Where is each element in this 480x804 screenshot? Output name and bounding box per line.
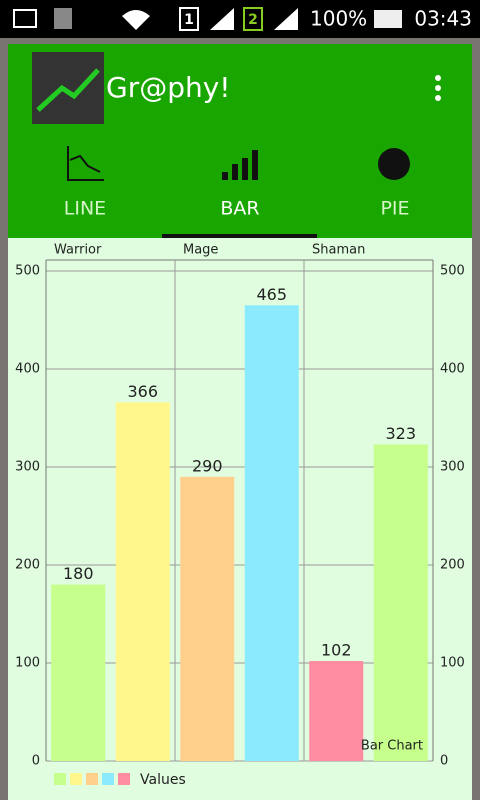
legend-label: Values <box>140 772 186 788</box>
wifi-icon <box>122 10 150 30</box>
y-tick-label: 400 <box>15 362 40 377</box>
tab-pie[interactable]: PIE <box>378 148 410 220</box>
y-tick-label: 100 <box>15 656 40 671</box>
clock: 03:43 <box>414 7 472 31</box>
y2-tick-label: 200 <box>440 558 465 573</box>
value-label: 290 <box>192 456 223 475</box>
value-label: 102 <box>321 641 352 660</box>
bar <box>51 584 106 761</box>
legend-swatch <box>102 773 114 785</box>
x-tick-label: Shaman <box>312 243 365 258</box>
y-tick-label: 300 <box>15 460 40 475</box>
legend-swatch <box>118 773 130 785</box>
bar <box>373 444 428 761</box>
tab-bar[interactable]: BAR <box>220 150 260 220</box>
legend-swatch <box>86 773 98 785</box>
x-tick-label: Mage <box>183 243 218 258</box>
value-label: 323 <box>385 424 416 443</box>
y-tick-label: 200 <box>15 558 40 573</box>
bar <box>180 476 235 761</box>
bar <box>244 305 299 761</box>
legend-swatch <box>70 773 82 785</box>
bar <box>309 661 364 761</box>
app-title: Gr@phy! <box>106 71 231 104</box>
tab-label: BAR <box>220 198 259 220</box>
tab-label: LINE <box>64 198 106 220</box>
x-tick-label: Warrior <box>54 243 102 258</box>
y2-tick-label: 0 <box>440 754 448 769</box>
sim2-icon <box>243 7 263 31</box>
battery-level: 100% <box>310 7 367 31</box>
value-label: 465 <box>256 285 287 304</box>
y-tick-label: 500 <box>15 264 40 279</box>
y2-tick-label: 500 <box>440 264 465 279</box>
sd-icon <box>54 8 72 29</box>
sim2-label: 2 <box>248 12 258 28</box>
value-label: 366 <box>127 382 158 401</box>
y-tick-label: 0 <box>32 754 40 769</box>
bar <box>115 402 170 761</box>
sim1-label: 1 <box>184 12 194 28</box>
app-icon-arrow <box>36 68 100 112</box>
value-label: 180 <box>63 564 94 583</box>
battery-icon <box>374 10 402 28</box>
y2-tick-label: 100 <box>440 656 465 671</box>
app-icon <box>32 52 104 124</box>
legend-swatch <box>54 773 66 785</box>
gallery-icon <box>13 9 37 28</box>
tab-line[interactable]: LINE <box>64 146 106 220</box>
tab-indicator <box>162 234 317 238</box>
chart-description: Bar Chart <box>361 739 423 754</box>
y2-tick-label: 300 <box>440 460 465 475</box>
overflow-menu[interactable] <box>435 75 441 101</box>
signal-icon <box>210 8 234 30</box>
y2-tick-label: 400 <box>440 362 465 377</box>
sim1-icon <box>179 7 199 31</box>
chart: 0 100 200 300 400 500 0 100 200 300 400 500 Warrior 1… <box>15 243 465 789</box>
signal-icon <box>274 8 298 30</box>
tab-label: PIE <box>380 198 409 220</box>
